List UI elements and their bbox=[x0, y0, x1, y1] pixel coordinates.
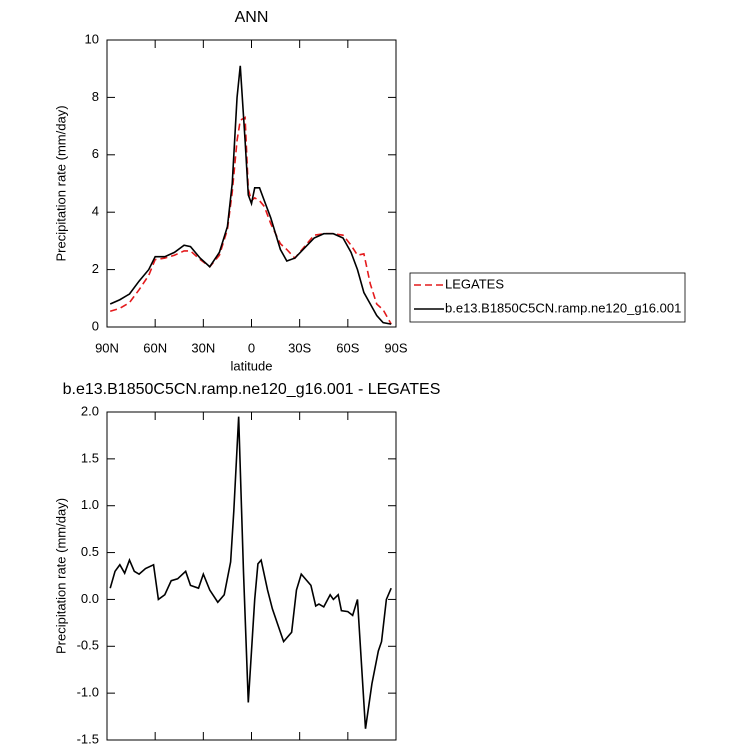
y-tick-label: 1.0 bbox=[81, 497, 99, 512]
x-tick-label: 0 bbox=[248, 340, 255, 355]
data-line bbox=[109, 65, 392, 325]
x-tick-label: 60N bbox=[143, 340, 167, 355]
x-tick-label: 90N bbox=[95, 340, 119, 355]
plot-frame bbox=[106, 39, 397, 328]
x-tick-label: 30S bbox=[288, 340, 311, 355]
y-tick-label: 8 bbox=[92, 89, 99, 104]
y-tick-label: -1.5 bbox=[77, 731, 99, 746]
y-tick-label: 0.0 bbox=[81, 591, 99, 606]
x-axis-label: latitude bbox=[231, 358, 273, 373]
data-line bbox=[109, 116, 392, 325]
y-tick-label: 0.5 bbox=[81, 544, 99, 559]
y-tick-label: 4 bbox=[92, 204, 99, 219]
x-tick-label: 60S bbox=[336, 340, 359, 355]
legend-label: b.e13.B1850C5CN.ramp.ne120_g16.001 bbox=[445, 300, 681, 315]
legend-box bbox=[409, 272, 686, 323]
y-tick-label: -1.0 bbox=[77, 685, 99, 700]
y-tick-label: 10 bbox=[85, 31, 99, 46]
y-tick-label: 0 bbox=[92, 318, 99, 333]
y-tick-label: 6 bbox=[92, 146, 99, 161]
y-tick-label: -0.5 bbox=[77, 638, 99, 653]
y-tick-label: 1.5 bbox=[81, 450, 99, 465]
legend-label: LEGATES bbox=[445, 276, 504, 291]
y-tick-label: 2 bbox=[92, 261, 99, 276]
chart-title: ANN bbox=[235, 9, 269, 26]
y-axis-label: Precipitation rate (mm/day) bbox=[53, 105, 68, 261]
chart-title: b.e13.B1850C5CN.ramp.ne120_g16.001 - LEG… bbox=[63, 381, 441, 398]
x-tick-label: 90S bbox=[384, 340, 407, 355]
y-tick-label: 2.0 bbox=[81, 403, 99, 418]
x-tick-label: 30N bbox=[191, 340, 215, 355]
y-axis-label: Precipitation rate (mm/day) bbox=[53, 498, 68, 654]
data-line bbox=[109, 416, 392, 729]
plot-frame bbox=[106, 411, 397, 741]
